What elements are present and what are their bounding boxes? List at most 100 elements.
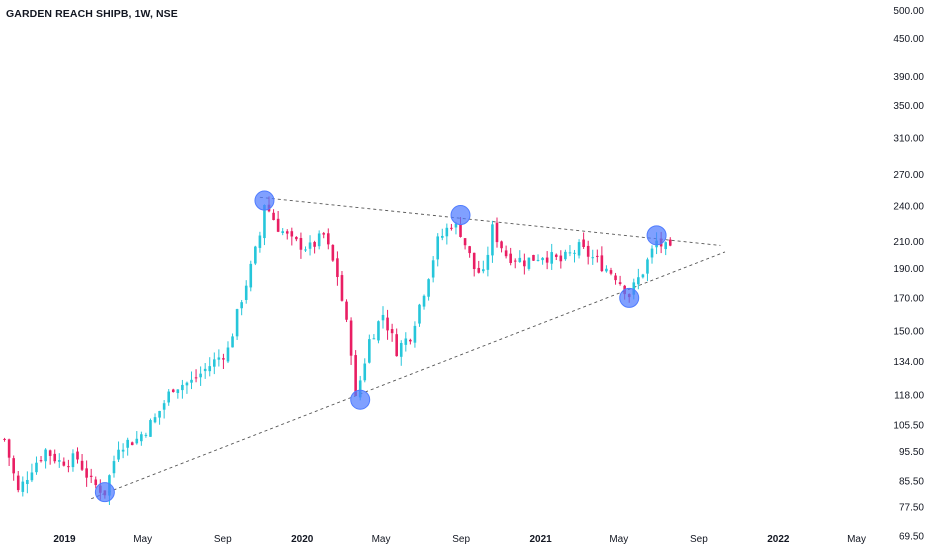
y-tick-label: 170.00 <box>893 293 924 304</box>
y-tick-label: 85.50 <box>899 477 924 488</box>
x-tick-label: May <box>847 534 866 545</box>
y-tick-label: 390.00 <box>893 72 924 83</box>
candle <box>609 267 613 276</box>
candle <box>276 210 280 233</box>
candle <box>513 258 517 269</box>
candle <box>203 363 207 379</box>
candle <box>605 265 608 273</box>
candle <box>249 260 253 292</box>
candle <box>518 250 522 263</box>
candle <box>135 431 139 445</box>
candle <box>144 432 148 438</box>
candle <box>427 278 430 301</box>
candle <box>39 456 43 463</box>
candle <box>541 257 544 265</box>
candle <box>600 246 604 273</box>
candle <box>194 369 198 383</box>
candle <box>568 245 572 257</box>
candle <box>559 250 563 269</box>
candle <box>222 353 225 369</box>
candle <box>500 240 503 253</box>
candle <box>377 320 380 344</box>
candle <box>185 381 189 394</box>
pivot-marker <box>450 205 471 226</box>
candle <box>158 410 161 425</box>
candle <box>126 437 129 456</box>
candle <box>299 232 303 259</box>
candle <box>94 476 98 489</box>
candle <box>217 349 221 367</box>
candle <box>80 454 84 472</box>
pivot-marker <box>94 482 115 503</box>
candle <box>573 249 576 263</box>
candle <box>44 448 47 469</box>
candle <box>336 251 339 286</box>
candle <box>368 334 371 364</box>
x-tick-label: 2022 <box>767 534 790 545</box>
candle <box>504 245 508 259</box>
candle <box>326 228 330 250</box>
candle <box>436 233 440 267</box>
candle <box>582 232 585 249</box>
candle <box>641 273 645 279</box>
candle <box>482 260 485 274</box>
trendline-layer <box>91 196 726 500</box>
candle <box>313 240 316 254</box>
candle <box>3 437 6 442</box>
candle <box>564 249 567 261</box>
candle <box>53 449 57 464</box>
candle <box>409 338 412 345</box>
y-tick-label: 69.50 <box>899 532 924 543</box>
pivot-marker <box>350 389 371 410</box>
candle <box>532 254 535 261</box>
candle <box>381 306 385 329</box>
y-tick-label: 77.50 <box>899 503 924 514</box>
candle <box>614 272 617 285</box>
candle <box>463 238 467 250</box>
candle <box>413 321 417 348</box>
candle <box>254 245 257 266</box>
candle <box>26 471 29 494</box>
x-tick-label: 2019 <box>53 534 76 545</box>
candle <box>668 237 672 247</box>
candle <box>290 227 294 246</box>
candle <box>363 358 367 383</box>
candle <box>244 280 248 304</box>
candle <box>149 418 152 437</box>
candle <box>550 243 554 270</box>
candle <box>477 260 481 274</box>
candle <box>523 253 526 275</box>
time-axis[interactable]: 2019 May Sep 2020 May Sep 2021 May Sep 2022 May <box>53 534 866 545</box>
pivot-marker <box>646 225 667 246</box>
candle <box>76 447 79 464</box>
y-tick-label: 240.00 <box>893 202 924 213</box>
candle <box>263 204 266 246</box>
candle <box>171 388 175 393</box>
candle <box>130 441 134 446</box>
candle <box>190 371 193 390</box>
price-axis[interactable]: 69.50 77.50 85.50 95.50 105.50 118.00 134.00 15… <box>893 6 924 543</box>
trendline-lower <box>91 251 726 500</box>
candle <box>472 252 476 277</box>
candle <box>354 350 357 397</box>
candle <box>226 341 230 364</box>
candle <box>235 308 239 340</box>
candle <box>12 455 15 481</box>
candle <box>596 249 599 263</box>
x-tick-label: May <box>133 534 152 545</box>
y-tick-label: 210.00 <box>893 237 924 248</box>
candle-layer <box>3 196 672 506</box>
candle <box>30 463 34 483</box>
candle <box>331 244 335 262</box>
candle <box>7 438 11 466</box>
y-tick-label: 310.00 <box>893 133 924 144</box>
candle <box>231 333 234 348</box>
candle <box>272 209 275 221</box>
candle <box>153 413 157 424</box>
chart-title: GARDEN REACH SHIPB, 1W, NSE <box>6 8 178 20</box>
candle <box>486 246 490 277</box>
candle <box>85 460 88 487</box>
candle <box>345 299 348 323</box>
candle <box>591 249 595 265</box>
